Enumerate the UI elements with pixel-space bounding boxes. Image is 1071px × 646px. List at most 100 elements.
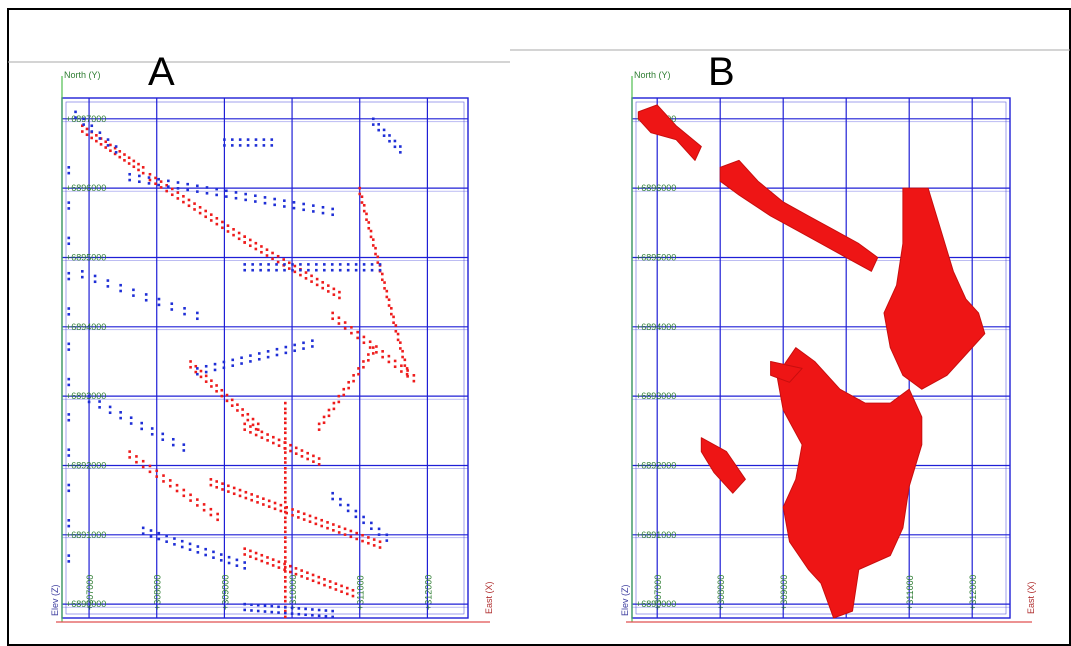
- panel-a-red-point: [209, 213, 213, 216]
- panel-a-red-point: [265, 248, 269, 252]
- panel-a-blue-point: [311, 613, 314, 617]
- panel-a-chart: +307000 +308000 +309000 +310000 +311000 +3120…: [50, 70, 494, 623]
- panel-a-red-point: [250, 498, 253, 502]
- panel-a-blue-point: [339, 503, 342, 507]
- panel-a-red-point: [284, 506, 287, 510]
- panel-a-red-point: [368, 340, 372, 344]
- panel-a-red-point: [284, 510, 287, 514]
- panel-a-red-point: [260, 250, 263, 254]
- panel-a-red-point: [260, 430, 264, 434]
- panel-a-blue-point: [273, 197, 276, 201]
- panel-a-blue-point: [354, 263, 358, 266]
- panel-b-ore-body: [719, 159, 879, 272]
- panel-a-red-point: [109, 149, 112, 153]
- panel-a-red-point: [356, 336, 359, 340]
- panel-a-red-point: [350, 331, 353, 335]
- panel-a-blue-point: [140, 427, 143, 431]
- panel-a-blue-point: [67, 348, 71, 351]
- panel-a-red-point: [225, 393, 229, 397]
- panel-a-blue-point: [67, 418, 71, 422]
- panel-a-red-point: [176, 191, 180, 194]
- panel-a-red-point: [294, 567, 298, 570]
- panel-a-red-point: [284, 615, 287, 619]
- panel-a-red-point: [412, 379, 416, 383]
- panel-a-red-point: [343, 327, 347, 330]
- panel-a-blue-point: [257, 352, 261, 355]
- panel-a-blue-point: [284, 351, 288, 355]
- panel-a-red-point: [230, 404, 234, 407]
- panel-a-red-point: [284, 550, 287, 553]
- panel-a-grid-frame: [61, 97, 469, 619]
- panel-a-red-point: [383, 287, 386, 290]
- panel-a-red-point: [284, 536, 287, 539]
- panel-a-blue-point: [215, 187, 218, 191]
- panel-a-blue-point: [87, 394, 91, 398]
- panel-a-blue-point: [67, 313, 71, 316]
- panel-a-red-point: [243, 547, 246, 550]
- panel-a-blue-point: [67, 448, 71, 452]
- panel-a-red-point: [199, 369, 203, 373]
- panel-a-red-point: [284, 437, 287, 440]
- panel-a-blue-point: [283, 263, 286, 266]
- panel-a-blue-point: [302, 208, 305, 212]
- panel-a-red-point: [300, 569, 303, 572]
- panel-a-blue-point: [323, 268, 326, 272]
- panel-a-blue-point: [399, 151, 402, 154]
- panel-a-red-point: [155, 469, 159, 473]
- panel-a-blue-point: [74, 116, 77, 119]
- panel-a-red-point: [284, 490, 287, 494]
- panel-a-red-point: [357, 367, 360, 370]
- panel-a-red-point: [271, 564, 275, 567]
- panel-a-red-point: [277, 444, 281, 447]
- panel-a-red-point: [360, 201, 364, 204]
- panel-a-red-point: [288, 570, 292, 574]
- panel-a-blue-point: [362, 263, 366, 266]
- panel-a-blue-point: [67, 519, 71, 522]
- panel-a-red-point: [321, 286, 325, 290]
- panel-a-red-point: [221, 488, 224, 491]
- panel-a-red-point: [81, 130, 84, 133]
- panel-a-red-point: [284, 595, 287, 599]
- panel-a-red-point: [322, 415, 326, 419]
- panel-a-red-point: [276, 260, 280, 264]
- panel-a-red-point: [306, 451, 309, 455]
- panel-a-red-point: [317, 457, 321, 460]
- panel-a-red-point: [284, 447, 287, 450]
- panel-a-blue-point: [74, 110, 77, 114]
- panel-a-blue-point: [311, 608, 314, 611]
- panel-a-blue-point: [246, 144, 250, 147]
- panel-a-red-point: [221, 220, 224, 224]
- panel-a-blue-point: [275, 268, 278, 272]
- panel-a-blue-point: [225, 195, 228, 198]
- panel-a-red-point: [352, 374, 355, 377]
- panel-b-y-tick-label: +6896000: [636, 183, 676, 193]
- panel-a-blue-point: [144, 298, 148, 302]
- panel-a-red-point: [405, 367, 409, 370]
- panel-a-red-point: [360, 195, 364, 199]
- panel-a-blue-point: [244, 192, 247, 196]
- panel-a-blue-point: [225, 189, 228, 193]
- panel-a-blue-point: [205, 191, 209, 195]
- panel-a-blue-point: [138, 174, 141, 178]
- panel-a-blue-point: [243, 608, 246, 612]
- panel-a-red-point: [187, 204, 191, 208]
- panel-a-red-point: [300, 455, 304, 458]
- panel-a-red-point: [412, 374, 416, 377]
- panel-a-blue-point: [171, 437, 175, 441]
- panel-a-blue-point: [196, 184, 199, 188]
- panel-b-data: [637, 104, 986, 619]
- panel-a-north-label: North (Y): [64, 70, 101, 80]
- panel-a-blue-point: [98, 137, 102, 140]
- panel-a-red-point: [338, 296, 341, 300]
- panel-a-blue-point: [119, 411, 122, 414]
- panel-a-red-point: [367, 536, 370, 539]
- panel-a-red-point: [165, 189, 168, 193]
- panel-a-blue-point: [270, 610, 274, 614]
- panel-a-blue-point: [161, 432, 165, 436]
- panel-a-blue-point: [196, 551, 200, 554]
- panel-a-blue-point: [283, 205, 286, 208]
- panel-a-blue-point: [382, 134, 386, 137]
- panel-a-red-point: [168, 479, 172, 482]
- panel-a-red-point: [162, 474, 165, 477]
- panel-a-red-point: [236, 409, 239, 412]
